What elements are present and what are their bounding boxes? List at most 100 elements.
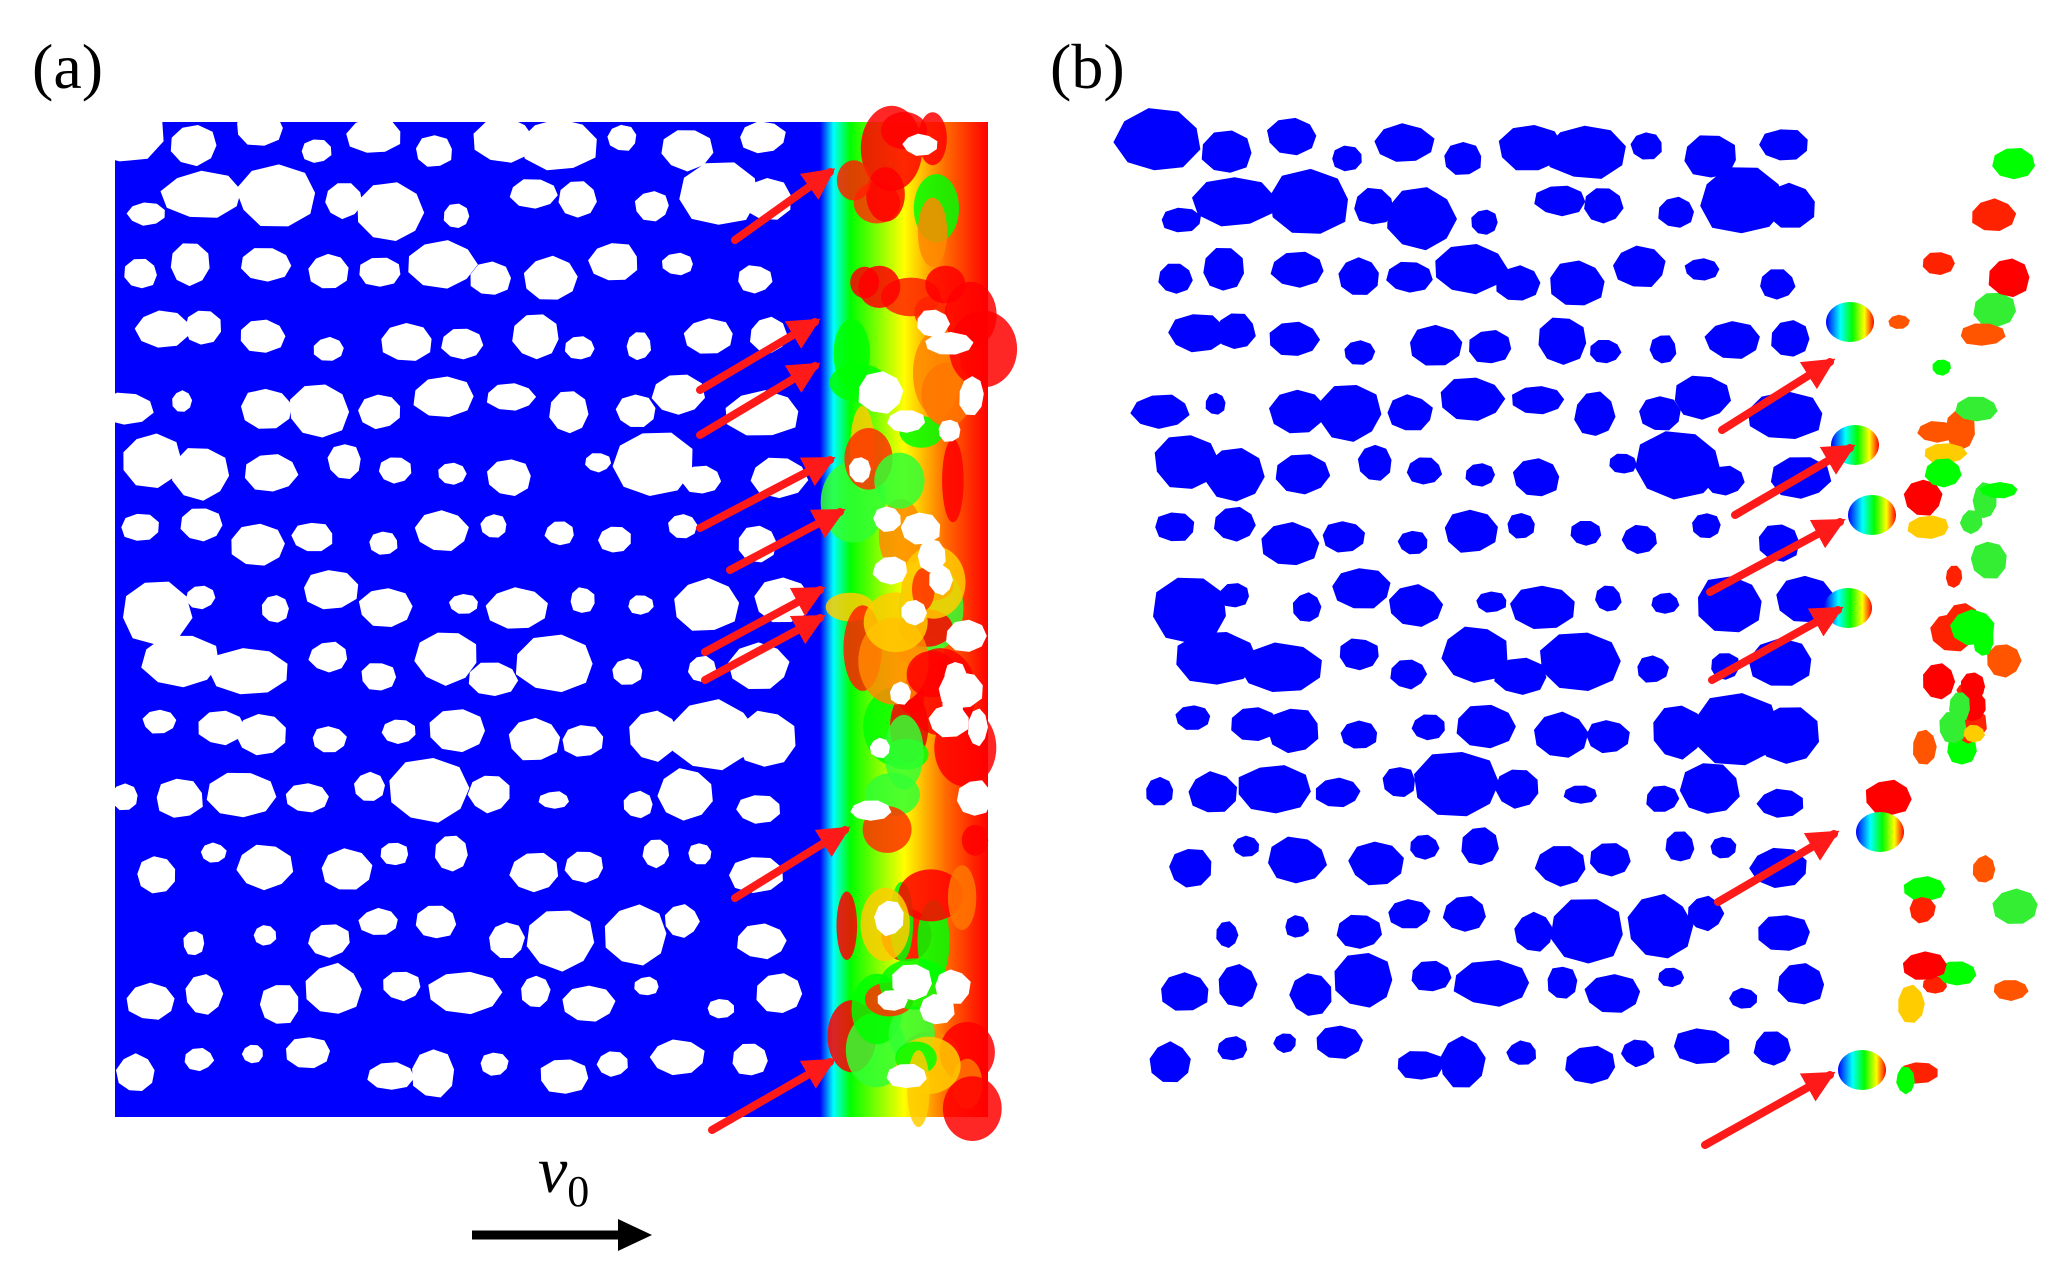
particle (1653, 705, 1705, 760)
particle (259, 985, 299, 1024)
particle (849, 457, 871, 483)
particle (929, 565, 953, 596)
particle (313, 336, 344, 361)
particle (1269, 389, 1326, 434)
particle (286, 1037, 330, 1069)
particle (134, 310, 189, 348)
particle (1563, 785, 1597, 804)
particle (381, 719, 416, 744)
particle (369, 531, 398, 555)
fragment (1909, 897, 1936, 924)
particle (664, 904, 700, 938)
contour-blob (942, 1076, 1002, 1141)
particle (1410, 324, 1463, 366)
impacted-particle (1848, 495, 1896, 535)
particle (651, 374, 705, 415)
particle (1456, 704, 1516, 749)
particle (301, 139, 332, 163)
particle (668, 514, 698, 539)
particle (1332, 568, 1391, 609)
particle (1406, 457, 1443, 485)
particle (312, 726, 347, 753)
particle (968, 708, 988, 747)
contour-blob (947, 865, 977, 930)
particle (1621, 524, 1657, 554)
particle (1673, 1028, 1730, 1064)
particle (1218, 964, 1258, 1008)
particle (956, 780, 992, 816)
contour-blob (836, 160, 871, 201)
particle (253, 925, 277, 946)
fragment (1959, 510, 1983, 535)
contour-blob (874, 452, 925, 509)
fragment (1903, 876, 1946, 902)
particle (1584, 188, 1624, 224)
particle (902, 133, 938, 156)
panel-b-label: (b) (1050, 31, 1125, 102)
particle (596, 1051, 628, 1077)
particle (1495, 769, 1539, 809)
particle (670, 699, 759, 771)
particle (1357, 444, 1392, 481)
particle (1410, 834, 1440, 860)
particle (357, 182, 425, 241)
particle (1545, 125, 1626, 179)
particle (928, 704, 969, 738)
particle (661, 130, 714, 172)
fragment (1924, 458, 1962, 488)
particle (123, 581, 193, 645)
particle (487, 459, 531, 496)
arrows-panel-a (696, 168, 851, 1134)
particle (509, 852, 559, 893)
particle (869, 737, 890, 759)
particle (208, 648, 288, 695)
particle (183, 931, 205, 956)
particle (1550, 899, 1623, 964)
particle (925, 332, 974, 355)
particle (738, 265, 773, 294)
fragment (1932, 359, 1951, 376)
particle (415, 905, 457, 939)
particle (1158, 263, 1193, 294)
particle (489, 922, 525, 958)
particle (1469, 330, 1512, 364)
particle (1586, 720, 1630, 754)
particle (1534, 846, 1586, 887)
particle (304, 570, 359, 610)
particle (737, 923, 787, 960)
contour-blob (942, 438, 964, 523)
particle (1534, 185, 1586, 217)
particle (184, 1048, 215, 1072)
particle (1113, 108, 1201, 171)
contour-blob (866, 167, 905, 222)
red-arrow-icon (701, 614, 826, 684)
particle (235, 164, 316, 227)
particle (649, 1039, 705, 1076)
particle (900, 512, 941, 545)
fragment (1961, 672, 1986, 701)
panel-b-simulation (1113, 108, 2038, 1149)
particle (1238, 765, 1311, 814)
fragment (1970, 541, 2007, 579)
particle (367, 1062, 415, 1090)
particle (1705, 465, 1745, 496)
red-arrow-icon (1731, 444, 1856, 519)
particle (1270, 251, 1324, 288)
particle (185, 585, 216, 610)
red-arrow-icon (731, 826, 851, 902)
particle (1261, 522, 1320, 566)
particle (1759, 129, 1808, 161)
fragment (1907, 515, 1949, 539)
impacted-particle (1838, 1050, 1886, 1090)
particle (1161, 207, 1201, 233)
red-arrow-icon (726, 508, 846, 574)
particle (1217, 1036, 1248, 1061)
particle (634, 976, 659, 996)
particle (1692, 513, 1721, 539)
particle (1216, 921, 1239, 948)
particle (429, 709, 485, 753)
particle (1205, 448, 1265, 502)
red-arrow-icon (1701, 1071, 1836, 1149)
particle (750, 457, 809, 499)
particle (662, 252, 693, 276)
